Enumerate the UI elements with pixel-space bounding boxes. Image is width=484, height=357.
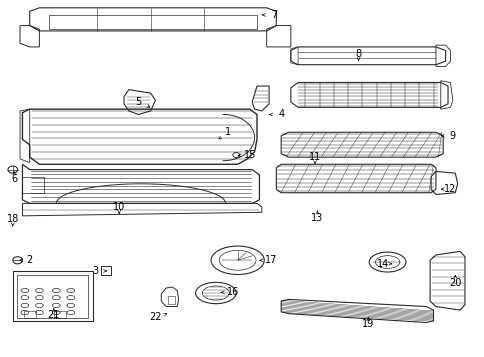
Text: 4: 4 xyxy=(277,110,284,120)
Text: 17: 17 xyxy=(265,255,277,265)
Text: 6: 6 xyxy=(11,174,17,183)
Text: 13: 13 xyxy=(311,213,323,223)
Text: 2: 2 xyxy=(27,255,33,265)
Text: 21: 21 xyxy=(47,310,60,321)
Text: 18: 18 xyxy=(7,215,19,225)
Text: 1: 1 xyxy=(225,127,230,137)
Bar xyxy=(101,266,111,275)
Text: 19: 19 xyxy=(362,319,374,329)
Text: 8: 8 xyxy=(355,49,361,59)
Text: 20: 20 xyxy=(448,278,460,288)
Bar xyxy=(13,271,92,321)
Bar xyxy=(54,312,66,318)
Text: 15: 15 xyxy=(243,150,256,160)
Text: 3: 3 xyxy=(92,266,98,276)
Text: 9: 9 xyxy=(449,131,455,141)
Text: 14: 14 xyxy=(376,259,388,269)
Bar xyxy=(167,296,175,304)
Bar xyxy=(16,275,88,318)
Text: 7: 7 xyxy=(270,10,276,20)
Text: 10: 10 xyxy=(113,202,125,212)
Text: 12: 12 xyxy=(443,184,456,194)
Text: 11: 11 xyxy=(308,152,320,162)
Bar xyxy=(24,312,36,318)
Text: 5: 5 xyxy=(135,97,141,107)
Text: 22: 22 xyxy=(149,312,161,322)
Text: 16: 16 xyxy=(226,287,239,297)
